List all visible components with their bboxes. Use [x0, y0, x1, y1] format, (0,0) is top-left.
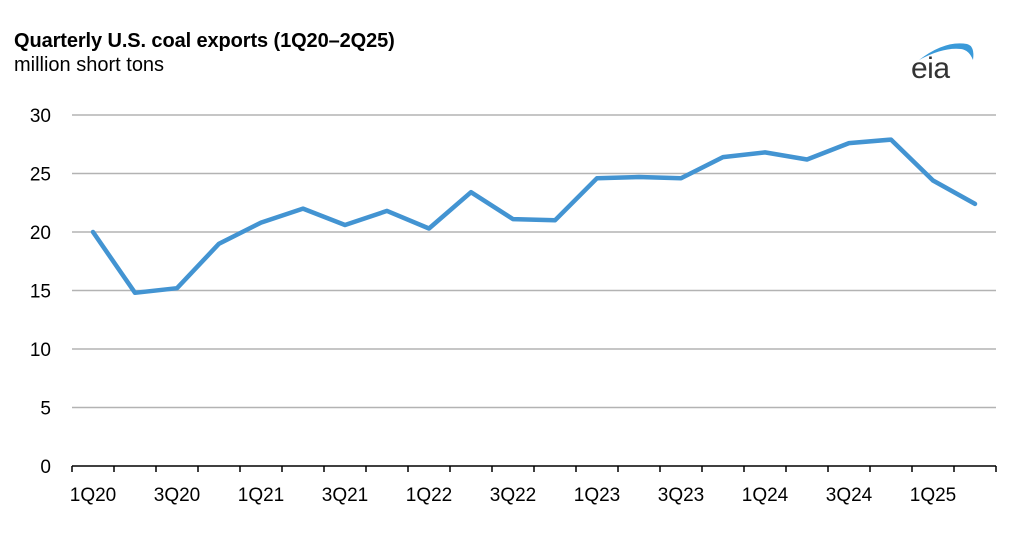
series-line-coal-exports [90, 137, 978, 296]
x-axis [71, 465, 997, 472]
x-tick-label: 1Q22 [406, 485, 452, 506]
y-tick-label: 25 [30, 165, 51, 186]
x-tick-label: 1Q20 [70, 485, 116, 506]
y-tick-label: 10 [30, 340, 51, 361]
x-tick-label: 3Q24 [826, 485, 873, 506]
x-tick-label: 1Q25 [910, 485, 956, 506]
x-tick-label: 1Q23 [574, 485, 620, 506]
chart-title: Quarterly U.S. coal exports (1Q20–2Q25) [14, 30, 395, 52]
x-tick-label: 3Q23 [658, 485, 704, 506]
y-tick-label: 15 [30, 282, 51, 303]
y-tick-label: 30 [30, 106, 51, 127]
y-tick-label: 5 [40, 399, 51, 420]
y-tick-label: 20 [30, 223, 51, 244]
x-tick-label: 1Q21 [238, 485, 284, 506]
x-tick-label: 3Q21 [322, 485, 368, 506]
y-tick-label: 0 [40, 457, 51, 478]
chart-subtitle: million short tons [14, 54, 165, 76]
x-tick-label: 3Q20 [154, 485, 200, 506]
logo-arc-icon [919, 43, 974, 60]
eia-logo: eia [905, 38, 980, 88]
x-axis-labels: 1Q20 3Q20 1Q21 3Q21 1Q22 3Q22 1Q23 3Q23 1Q24 3Q24… [70, 485, 956, 506]
x-tick-label: 1Q24 [742, 485, 789, 506]
x-tick-label: 3Q22 [490, 485, 536, 506]
gridlines [72, 114, 996, 409]
logo-text: eia [911, 52, 950, 85]
y-axis-labels: 0 5 10 15 20 25 30 [30, 106, 51, 478]
